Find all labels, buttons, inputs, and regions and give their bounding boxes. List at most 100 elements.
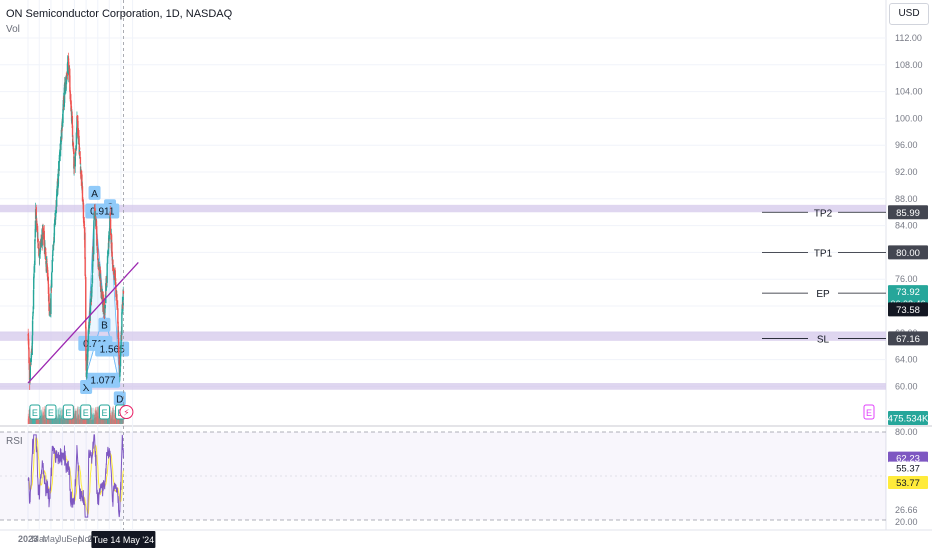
pattern-point-b[interactable]	[98, 317, 111, 332]
candle	[71, 125, 74, 137]
time-tick: Nov	[78, 534, 95, 544]
candle	[78, 149, 81, 154]
candle	[60, 141, 62, 150]
candle	[119, 350, 122, 367]
pattern-ratio-badge[interactable]	[85, 372, 120, 388]
volume-indicator-label[interactable]: Vol	[6, 24, 20, 35]
volume-bar	[105, 418, 107, 424]
trendline[interactable]	[27, 262, 139, 384]
volume-bar	[111, 412, 114, 424]
candle	[34, 239, 36, 266]
rsi-indicator-label[interactable]: RSI	[6, 436, 23, 447]
volume-bar	[87, 418, 90, 424]
candle	[66, 71, 69, 77]
volume-bar	[57, 418, 59, 424]
currency-button[interactable]: USD	[889, 3, 929, 25]
future-earnings-marker[interactable]	[863, 404, 875, 420]
time-tick: May	[42, 534, 60, 544]
volume-bar	[96, 412, 98, 424]
pattern-point-a[interactable]	[88, 185, 101, 200]
candle	[79, 151, 81, 156]
volume-bar	[112, 419, 114, 424]
candle	[72, 142, 74, 147]
volume-bar	[89, 418, 92, 424]
time-axis[interactable]: 2023MarMayJulSepNov2024MarMayJulTue 14 M…	[18, 531, 156, 548]
volume-bar	[75, 418, 78, 424]
candle	[106, 263, 108, 283]
volume-bar	[64, 419, 66, 424]
price-tick: 96.00	[895, 140, 918, 150]
earnings-marker-label: E	[48, 408, 54, 418]
volume-bar	[110, 418, 112, 424]
ascending-trendline[interactable]	[27, 262, 139, 384]
volume-bar	[97, 406, 99, 424]
volume-bar	[122, 419, 124, 424]
earnings-marker[interactable]	[80, 404, 92, 420]
candle	[55, 194, 58, 207]
candle	[63, 87, 66, 107]
volume-bar	[43, 414, 46, 424]
candle	[75, 150, 77, 151]
candle	[81, 186, 84, 202]
candle	[50, 286, 52, 291]
volume-bar	[121, 419, 123, 424]
candle	[77, 128, 79, 140]
pattern-point-d[interactable]	[113, 391, 126, 406]
volume-bar	[73, 417, 75, 424]
target-levels[interactable]: TP2 TP1 EP SL	[123, 0, 886, 530]
volume-bar	[41, 411, 43, 424]
volume-bar	[52, 415, 54, 424]
event-markers[interactable]: EEEEEE⚡E	[29, 404, 875, 420]
volume-bar	[120, 418, 122, 424]
volume-bar	[42, 407, 44, 424]
candle	[96, 239, 98, 247]
candle	[89, 298, 92, 315]
earnings-marker[interactable]	[29, 404, 41, 420]
volume-bar	[27, 418, 29, 424]
volume-bar	[98, 418, 100, 424]
volume-bar	[66, 418, 68, 424]
candlesticks	[27, 52, 125, 390]
volume-bar	[71, 415, 74, 424]
candle	[31, 320, 34, 336]
volume-bar	[76, 418, 78, 424]
candle	[97, 258, 99, 259]
volume-bar	[79, 419, 81, 424]
volume-bar	[91, 419, 93, 424]
volume-bar	[46, 417, 48, 424]
candle	[33, 276, 35, 290]
earnings-marker[interactable]	[98, 404, 110, 420]
volume-bar	[42, 411, 44, 424]
volume-bar	[41, 416, 43, 424]
earnings-marker[interactable]	[45, 404, 57, 420]
rsi-badge	[888, 461, 928, 475]
volume-bar	[78, 406, 81, 424]
flash-event-icon[interactable]	[119, 405, 134, 419]
volume-bar	[105, 415, 107, 424]
volume-bar	[85, 418, 88, 424]
volume-bar	[116, 416, 118, 424]
volume-bar	[42, 412, 45, 424]
volume-bar	[60, 415, 62, 424]
volume-bar	[77, 406, 79, 424]
volume-bar	[40, 410, 42, 424]
candle	[116, 294, 118, 306]
candle	[79, 156, 82, 165]
volume-bar	[99, 414, 101, 424]
volume-bar	[83, 418, 86, 424]
candle	[109, 219, 112, 236]
volume-bar	[73, 413, 75, 424]
earnings-marker[interactable]	[62, 404, 74, 420]
pattern-ratio-label: 1.565	[100, 345, 125, 356]
volume-bar	[92, 419, 94, 424]
candle	[70, 101, 72, 112]
volume-bar	[94, 409, 96, 424]
candle	[45, 251, 47, 260]
volume-bar	[58, 407, 61, 424]
candle	[37, 244, 40, 246]
candle	[43, 230, 45, 247]
candle	[91, 275, 94, 284]
candle	[47, 283, 50, 294]
